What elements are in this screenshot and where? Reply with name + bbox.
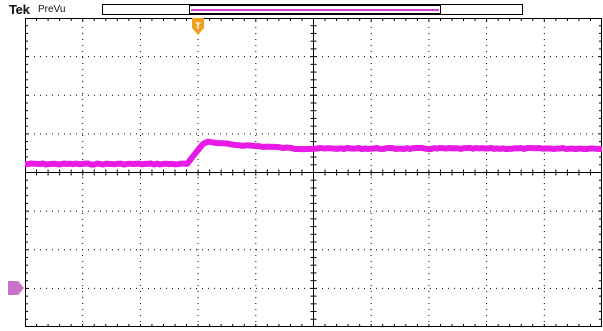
record-length-bar[interactable]: [102, 4, 523, 15]
graticule: [25, 18, 602, 327]
acquisition-mode-label: PreVu: [38, 4, 66, 15]
view-window-indicator: [191, 9, 439, 11]
channel-1-trace: [25, 138, 602, 168]
status-bar: Tek PreVu: [0, 0, 603, 20]
channel-ground-marker-icon[interactable]: [8, 281, 24, 295]
trigger-marker-icon[interactable]: T: [191, 18, 205, 36]
brand-label: Tek: [9, 2, 30, 17]
waveform-display[interactable]: [25, 18, 602, 327]
trigger-position-label: T: [195, 21, 201, 31]
view-window[interactable]: [189, 5, 441, 14]
